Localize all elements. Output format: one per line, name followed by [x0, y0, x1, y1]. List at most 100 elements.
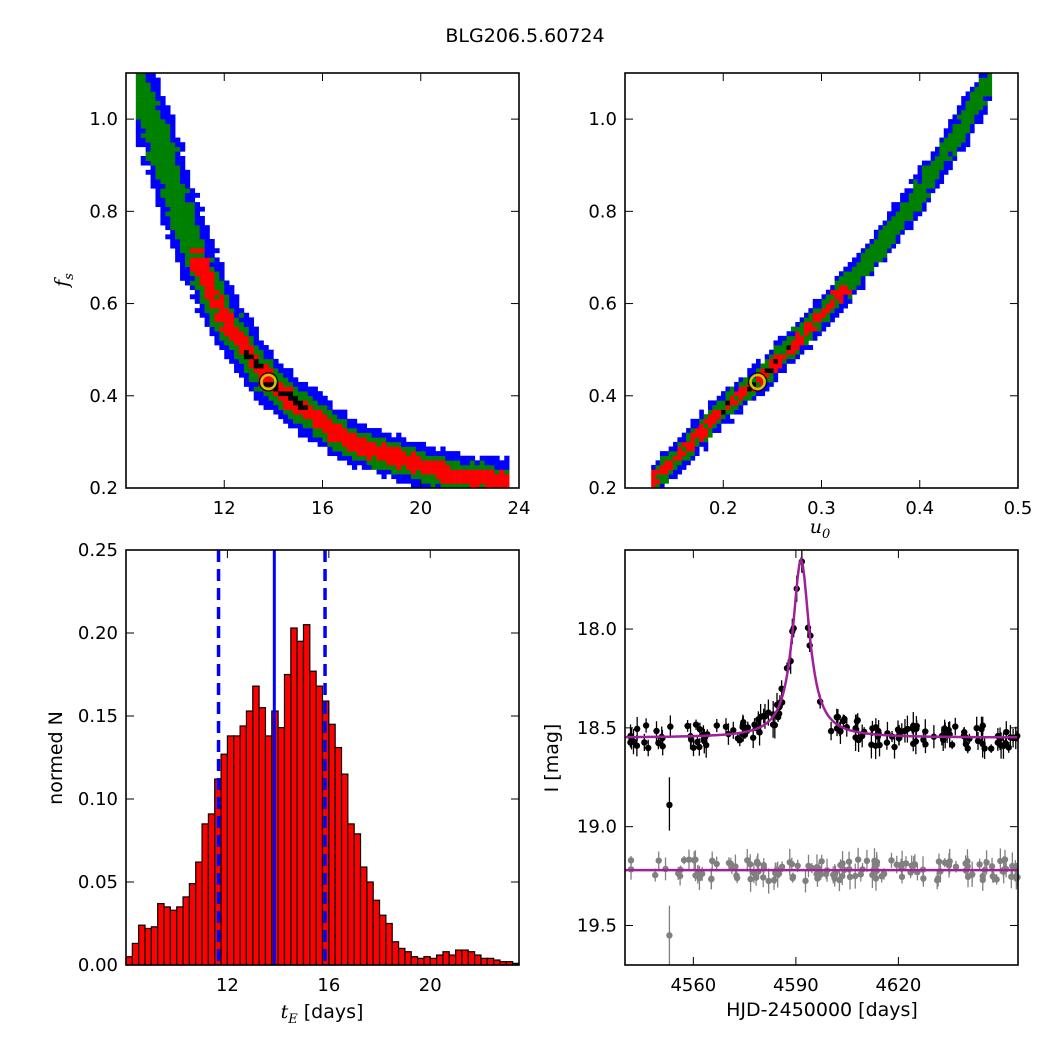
p1-cell — [234, 303, 240, 309]
p2-cell — [878, 252, 883, 258]
p2-cell — [668, 469, 674, 475]
p2-cell — [983, 86, 988, 92]
p2-cell — [908, 225, 914, 231]
p1-cell — [450, 474, 456, 480]
p3-bar — [131, 942, 140, 966]
p2-cell — [882, 252, 888, 258]
p2-cell — [943, 165, 949, 171]
p4-model-primary — [625, 556, 1018, 739]
p2-cell — [690, 428, 696, 433]
p2-cell — [681, 451, 687, 457]
p1-cell — [263, 345, 269, 350]
p1-cell — [160, 179, 166, 184]
p3-bar — [391, 941, 400, 966]
p1-cell — [327, 441, 333, 447]
p2-cell — [900, 215, 905, 221]
p1-cell — [209, 294, 215, 300]
p2-cell — [673, 446, 678, 452]
p1-xtick-label: 16 — [311, 498, 334, 519]
p2-cell — [969, 114, 975, 120]
p2-cell — [913, 211, 918, 217]
p2-cell — [694, 441, 700, 447]
p4-ytick-label: 19.0 — [577, 817, 617, 838]
p2-cell — [935, 146, 940, 152]
p2-cell — [795, 354, 800, 360]
p1-cell — [474, 483, 480, 489]
p2-cell — [860, 285, 866, 291]
p2-cell — [926, 197, 931, 203]
p1-xtick-label: 20 — [409, 498, 432, 519]
p1-cell — [381, 451, 387, 457]
p2-cell — [838, 275, 844, 281]
p1-cell — [175, 215, 181, 221]
p2-cell — [777, 340, 783, 346]
p1-cell — [253, 377, 259, 383]
p2-cell — [703, 423, 709, 429]
p1-cell — [234, 345, 240, 350]
p2-cell — [900, 225, 905, 231]
p1-cell — [224, 317, 230, 323]
p1-cell — [214, 335, 220, 341]
p2-cell — [721, 400, 726, 406]
p1-cell — [184, 225, 191, 231]
p2-cell — [838, 289, 844, 295]
p1-cell — [234, 308, 240, 314]
p1-cell — [145, 77, 151, 83]
p1-cell — [194, 294, 200, 300]
p1-cell — [489, 455, 495, 461]
p2-cell — [860, 262, 866, 267]
p1-cell — [184, 179, 191, 184]
p1-cell — [464, 469, 471, 475]
p1-cell — [494, 483, 500, 489]
p1-cell — [420, 460, 426, 466]
p1-cell — [293, 405, 299, 410]
p4-model-curves — [625, 556, 1018, 872]
p2-cell — [878, 239, 883, 244]
p1-cell — [484, 460, 490, 466]
p2-cell — [707, 414, 713, 420]
p1-cell — [273, 405, 279, 410]
p1-cell — [180, 188, 186, 194]
p2-cell — [956, 137, 962, 143]
p1-cell — [351, 418, 358, 424]
p1-cell — [155, 188, 161, 194]
p2-cell — [790, 345, 796, 350]
p1-cell — [312, 386, 318, 392]
p3-bar — [366, 881, 374, 966]
p2-cell — [664, 474, 669, 480]
p1-cell — [381, 432, 387, 438]
p2-cell — [965, 105, 971, 111]
p1-cell — [150, 183, 156, 189]
p1-cell — [307, 395, 313, 401]
p1-cell — [317, 391, 323, 397]
p1-cell — [238, 312, 245, 318]
p2-cell — [956, 109, 962, 115]
p1-cell — [337, 432, 343, 438]
p2-cell — [843, 289, 848, 295]
p1-cell — [155, 160, 161, 166]
p2-cell — [786, 335, 792, 341]
p2-cell — [830, 317, 835, 323]
p1-cell — [351, 460, 358, 466]
p2-cell — [852, 271, 857, 277]
p1-cell — [214, 266, 220, 272]
p1-cell — [415, 478, 422, 484]
p1-cell — [317, 409, 323, 415]
p4-secondary-point — [725, 859, 733, 867]
p4-secondary-point — [747, 875, 754, 883]
p4-secondary-point — [676, 872, 684, 880]
p2-cell — [673, 460, 678, 466]
p1-cell — [440, 460, 446, 466]
p1-cell — [170, 211, 176, 217]
p2-cell — [812, 322, 818, 327]
p1-cell — [204, 317, 210, 323]
p2-cell — [904, 188, 910, 194]
p4-secondary-point — [818, 858, 825, 865]
p2-cell — [965, 128, 971, 134]
p1-cell — [140, 77, 146, 83]
p2-cell — [908, 197, 914, 203]
p2-cell — [799, 326, 805, 332]
p1-cell — [327, 437, 333, 443]
p1-cell — [145, 160, 151, 166]
p1-cell — [180, 146, 186, 152]
